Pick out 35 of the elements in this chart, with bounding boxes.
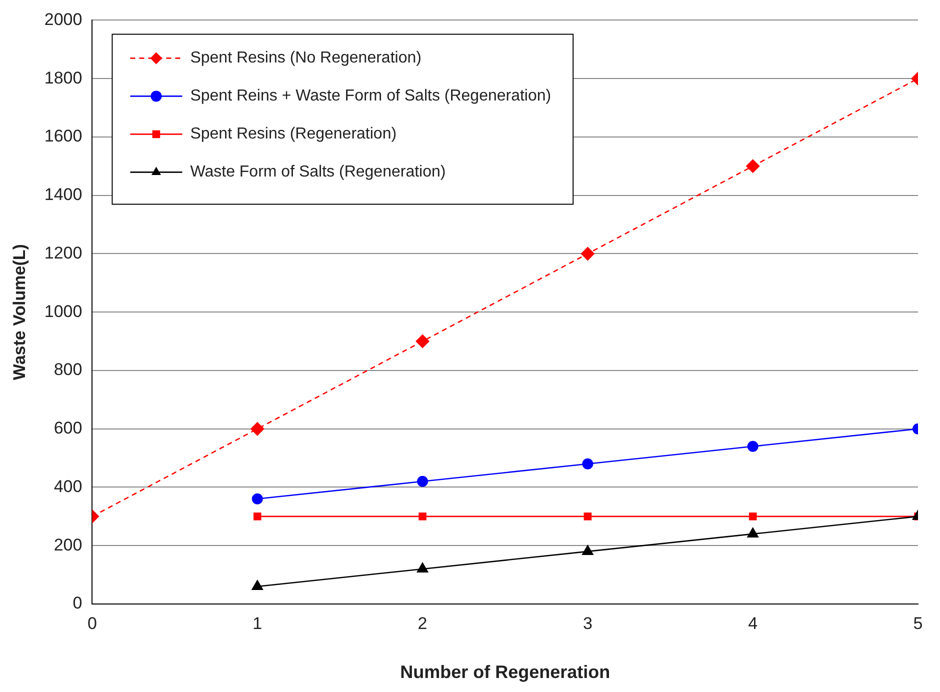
y-tick-label: 1400: [44, 185, 82, 204]
x-tick-label: 5: [913, 614, 923, 633]
y-axis-title: Waste Volume(L): [10, 244, 29, 380]
y-tick-label: 400: [54, 476, 82, 496]
point: [580, 246, 595, 261]
y-tick-label: 1000: [44, 302, 82, 321]
legend-label: Spent Reins + Waste Form of Salts (Regeneration): [190, 88, 552, 105]
y-tick-label: 1600: [44, 126, 82, 146]
x-tick-label: 2: [418, 614, 428, 633]
y-tick-label: 800: [54, 360, 82, 380]
y-tick-label: 200: [54, 535, 82, 554]
point: [253, 512, 262, 520]
y-tick-label: 0: [72, 594, 82, 613]
y-tick-label: 1200: [44, 243, 82, 262]
point: [417, 476, 428, 487]
y-tick-label: 2000: [44, 10, 82, 29]
x-tick-label: 1: [252, 614, 262, 633]
x-axis-title: Number of Regeneration: [400, 662, 610, 682]
legend-label: Spent Resins (Regeneration): [190, 126, 397, 143]
point: [416, 334, 430, 348]
point: [747, 440, 758, 452]
point: [252, 493, 263, 504]
point: [582, 458, 594, 470]
point: [584, 512, 592, 520]
x-tick-label: 3: [582, 614, 592, 633]
legend-label: Spent Resins (No Regeneration): [190, 50, 422, 67]
x-tick-label: 4: [748, 614, 758, 633]
point: [748, 512, 757, 520]
point: [746, 159, 760, 174]
legend-label: Waste Form of Salts (Regeneration): [190, 164, 446, 181]
x-tick-label: 0: [87, 614, 97, 633]
point: [250, 422, 264, 436]
point: [418, 512, 426, 520]
y-tick-label: 600: [54, 418, 82, 438]
y-tick-label: 1800: [44, 68, 82, 88]
